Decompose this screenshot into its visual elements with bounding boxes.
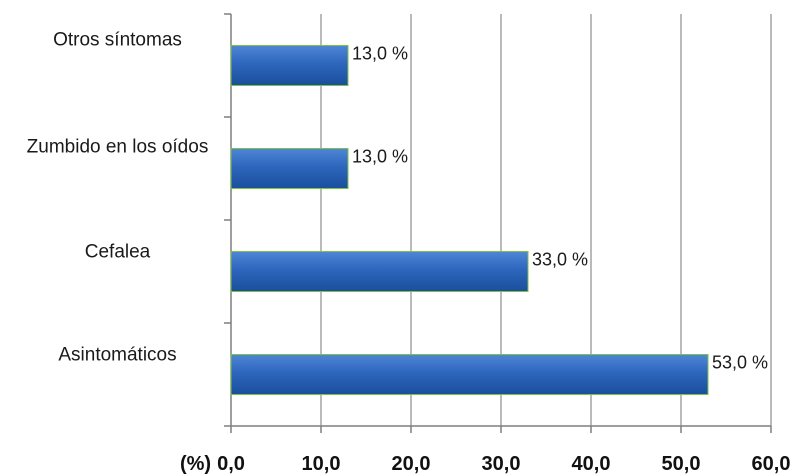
category-labels: Otros síntomas Zumbido en los oídos Cefale… (27, 30, 209, 366)
data-label: 13,0 % (352, 44, 408, 64)
bar-4 (230, 354, 709, 395)
x-tick-label: 60,0 (752, 453, 791, 475)
bar-2 (230, 148, 349, 189)
x-tick-label: 20,0 (392, 453, 431, 475)
category-label: Otros síntomas (53, 30, 182, 51)
x-tick-label: 30,0 (482, 453, 521, 475)
bar-3 (230, 251, 529, 292)
x-tick-label: 40,0 (572, 453, 611, 475)
data-label: 53,0 % (712, 353, 768, 373)
data-label: 13,0 % (352, 147, 408, 167)
bars (230, 45, 709, 395)
category-label: Zumbido en los oídos (27, 137, 209, 158)
x-tick-label: 50,0 (662, 453, 701, 475)
data-labels: 13,0 % 13,0 % 33,0 % 53,0 % (352, 44, 768, 373)
x-unit-label: (%) (180, 453, 211, 475)
category-label: Cefalea (85, 242, 151, 263)
x-tick-label: 0,0 (217, 453, 245, 475)
x-tick-labels: 0,0 10,0 20,0 30,0 40,0 50,0 60,0 (217, 453, 790, 475)
bar-1 (230, 45, 349, 86)
data-label: 33,0 % (532, 250, 588, 270)
category-label: Asintomáticos (58, 345, 176, 366)
x-tick-label: 10,0 (302, 453, 341, 475)
